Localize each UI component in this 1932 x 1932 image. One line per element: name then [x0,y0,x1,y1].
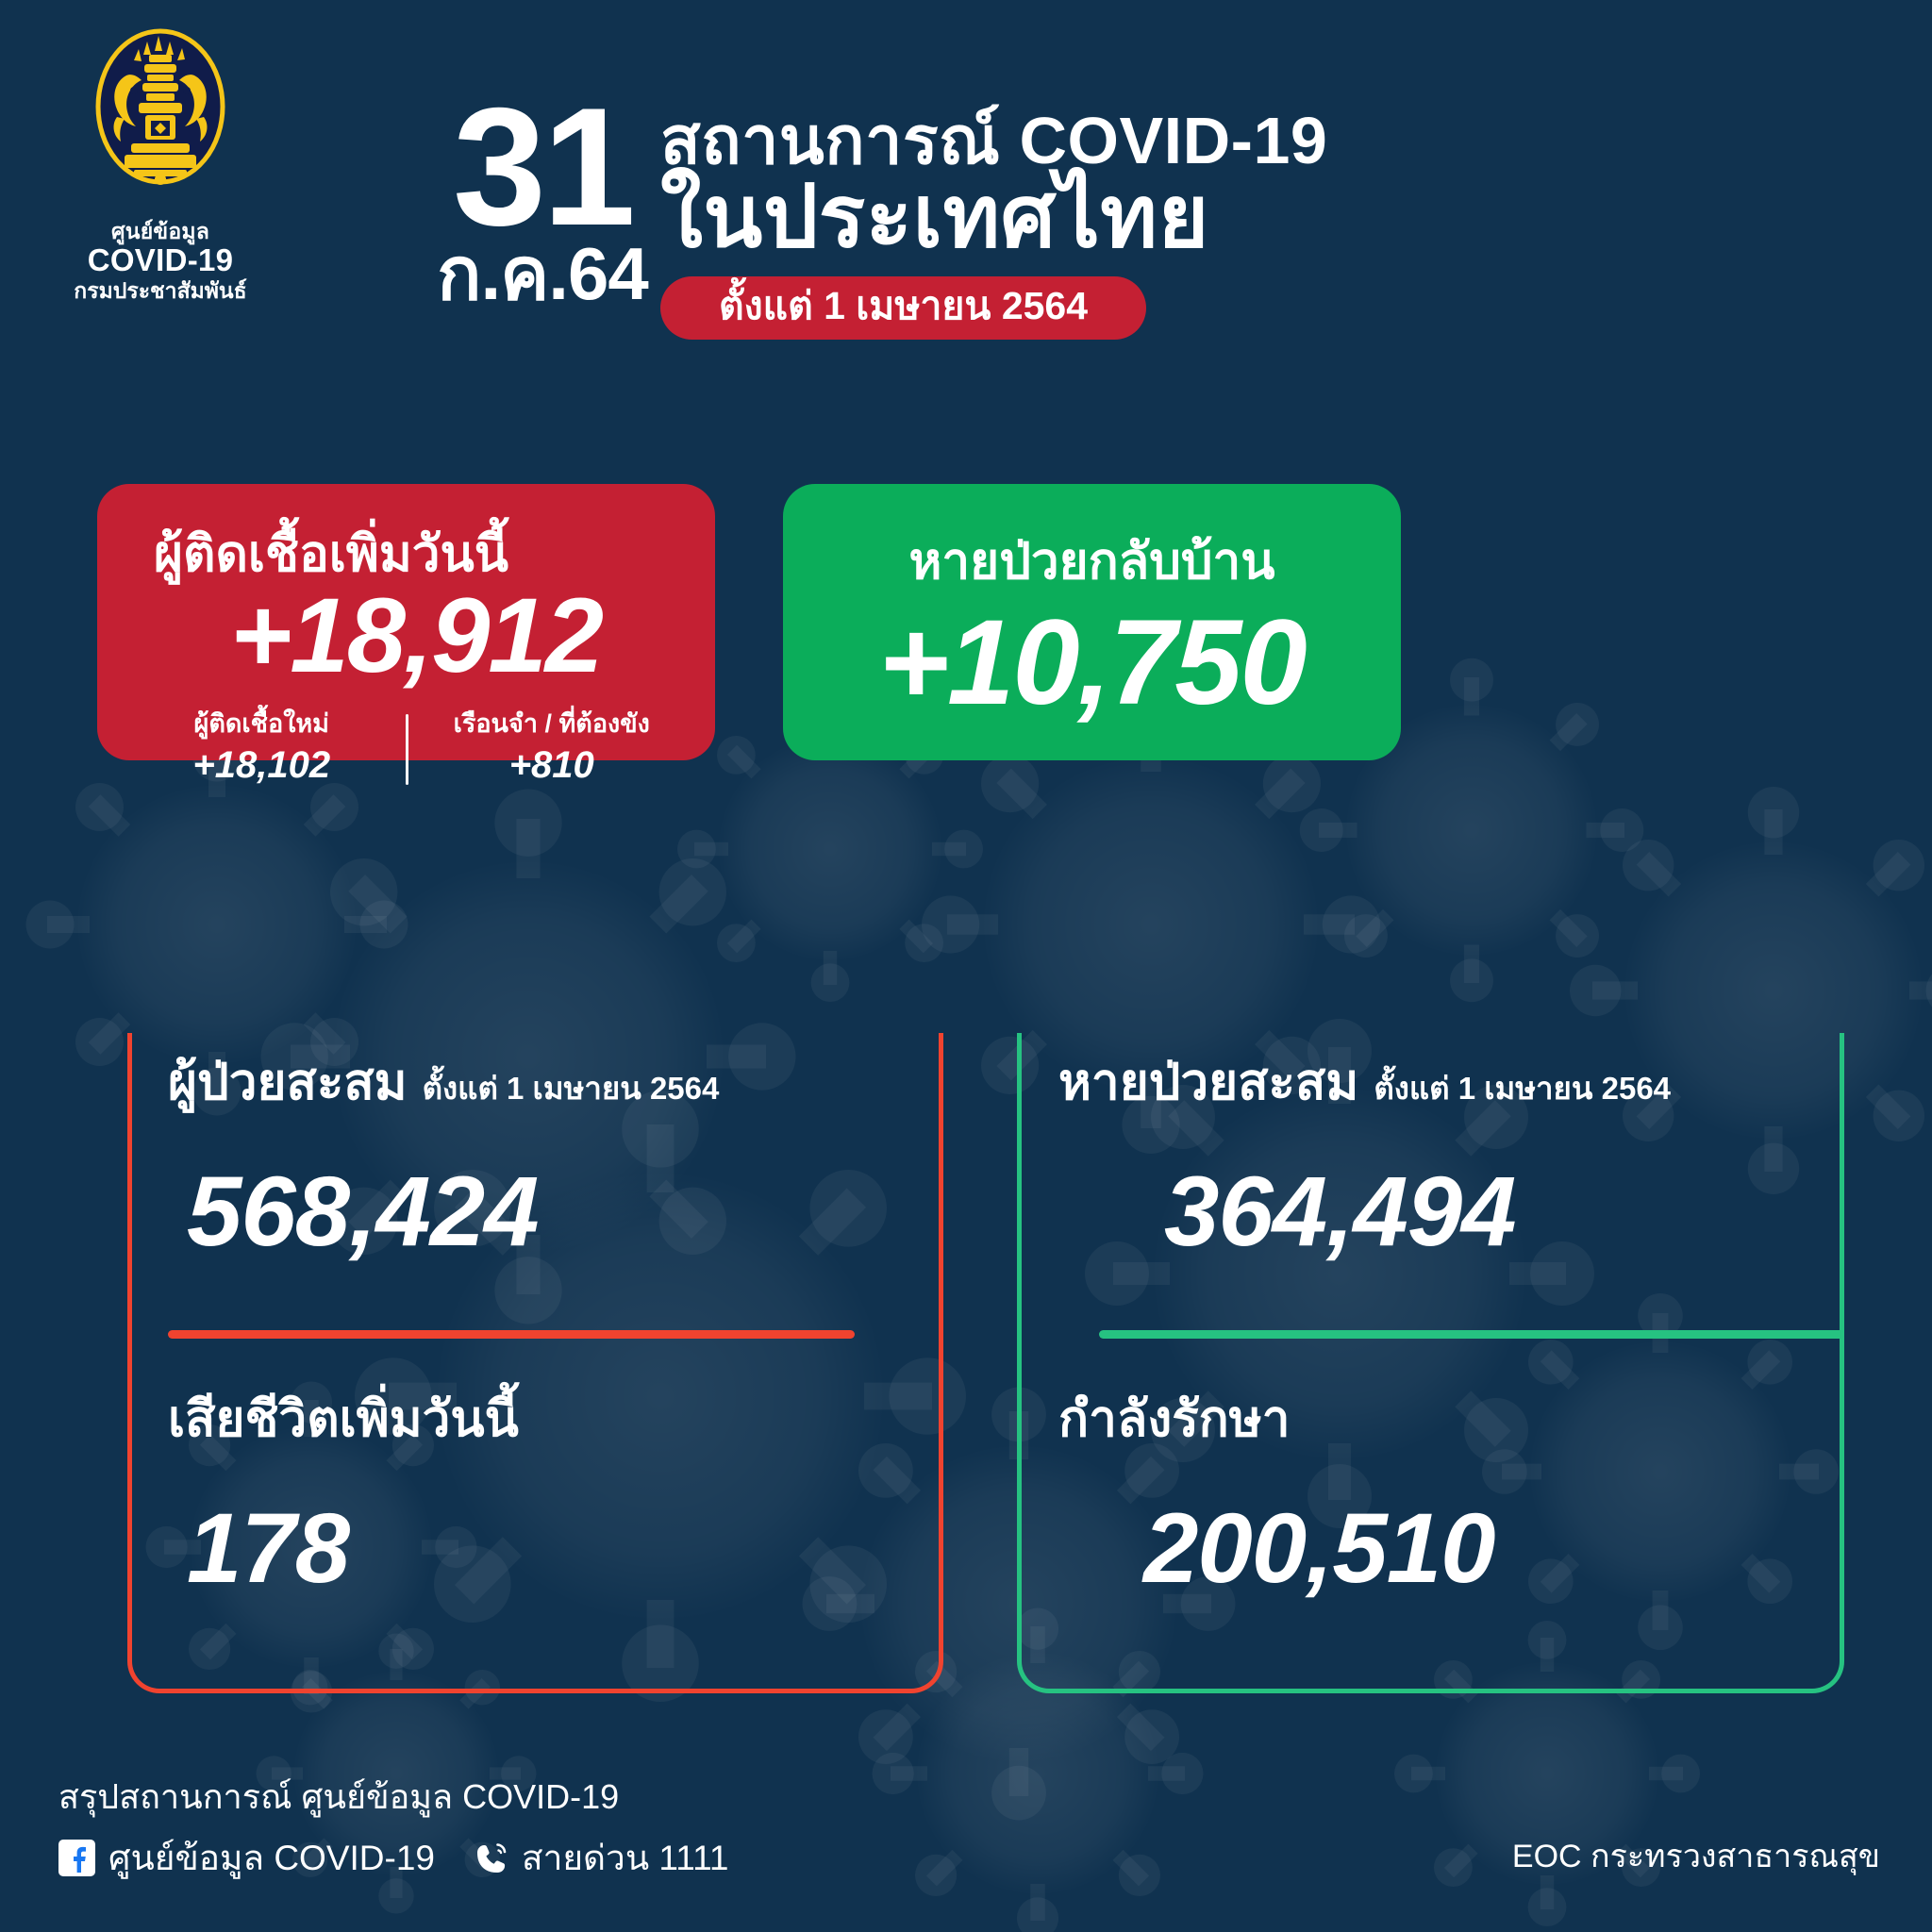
breakdown-new-cases-label: ผู้ติดเชื้อใหม่ [193,709,329,738]
header: ศูนย์ข้อมูล COVID-19 กรมประชาสัมพันธ์ 31… [0,0,1932,443]
card-new-infections-label: ผู้ติดเชื้อเพิ่มวันนี้ [154,526,509,582]
stat-deaths-today-head: เสียชีวิตเพิ่มวันนี้ [168,1379,519,1458]
card-new-infections: ผู้ติดเชื้อเพิ่มวันนี้ +18,912 ผู้ติดเชื… [97,484,715,786]
facebook-page-label[interactable]: ศูนย์ข้อมูล COVID-19 [108,1839,435,1877]
stat-cumulative-recovered-sublabel: ตั้งแต่ 1 เมษายน 2564 [1374,1071,1672,1106]
breakdown-prison-label: เรือนจำ / ที่ต้องขัง [453,709,650,738]
stat-currently-treating-value: 200,510 [1143,1493,1496,1604]
hotline-label: สายด่วน 1111 [521,1839,729,1877]
card-recovered-today: หายป่วยกลับบ้าน +10,750 [783,484,1401,760]
stat-cumulative-recovered-label: หายป่วยสะสม [1058,1055,1359,1110]
stat-cumulative-recovered-head: หายป่วยสะสม ตั้งแต่ 1 เมษายน 2564 [1058,1042,1671,1122]
breakdown-prison-cases: เรือนจำ / ที่ต้องขัง +810 [408,709,696,787]
stat-cumulative-recovered: หายป่วยสะสม ตั้งแต่ 1 เมษายน 2564 364,49… [1058,1042,1671,1267]
panel-recovered-outline [1017,1033,1844,1693]
thai-garuda-emblem-icon [95,28,225,185]
divider-left [168,1330,855,1339]
stat-cumulative-cases: ผู้ป่วยสะสม ตั้งแต่ 1 เมษายน 2564 568,42… [168,1042,719,1267]
stat-cumulative-recovered-value: 364,494 [1164,1157,1517,1267]
stat-currently-treating-label: กำลังรักษา [1058,1391,1291,1447]
card-new-infections-breakdown: ผู้ติดเชื้อใหม่ +18,102 เรือนจำ / ที่ต้อ… [118,709,696,787]
breakdown-new-cases: ผู้ติดเชื้อใหม่ +18,102 [118,709,406,787]
divider-right [1099,1330,1844,1339]
card-recovered-today-value: +10,750 [878,595,1307,730]
stat-cumulative-cases-sublabel: ตั้งแต่ 1 เมษายน 2564 [422,1071,720,1106]
breakdown-prison-value: +810 [508,743,594,786]
logo-line-1: ศูนย์ข้อมูล [111,219,209,243]
title-block: สถานการณ์ COVID-19 ในประเทศไทย ตั้งแต่ 1… [660,106,1327,340]
date-day: 31 [453,73,636,260]
logo-line-2: COVID-19 [87,242,234,278]
stat-deaths-today-value: 178 [187,1493,350,1604]
footer: สรุปสถานการณ์ ศูนย์ข้อมูล COVID-19 ศูนย์… [0,1753,1932,1932]
agency-logo-block: ศูนย์ข้อมูล COVID-19 กรมประชาสัมพันธ์ [52,26,269,303]
facebook-icon[interactable] [58,1840,95,1876]
date-range-badge: ตั้งแต่ 1 เมษายน 2564 [660,275,1147,340]
stat-cumulative-cases-head: ผู้ป่วยสะสม ตั้งแต่ 1 เมษายน 2564 [168,1042,719,1122]
phone-icon[interactable] [473,1840,510,1877]
stat-cumulative-cases-label: ผู้ป่วยสะสม [168,1055,408,1110]
card-recovered-today-label: หายป่วยกลับบ้าน [908,534,1275,590]
page-title-line-2: ในประเทศไทย [660,169,1209,266]
logo-line-3: กรมประชาสัมพันธ์ [74,277,247,303]
panel-cases-outline [127,1033,943,1693]
breakdown-new-cases-value: +18,102 [192,743,331,786]
footer-source-label: EOC กระทรวงสาธารณสุข [1511,1839,1880,1874]
page-title-line-1: สถานการณ์ COVID-19 [660,104,1328,177]
stat-cumulative-cases-value: 568,424 [187,1157,540,1267]
card-new-infections-value: +18,912 [230,576,604,694]
stat-currently-treating: กำลังรักษา 200,510 [1058,1379,1496,1604]
stat-currently-treating-head: กำลังรักษา [1058,1379,1495,1458]
footer-summary-text: สรุปสถานการณ์ ศูนย์ข้อมูล COVID-19 [58,1777,620,1816]
date-month-year: ก.ค.64 [437,231,649,315]
breakdown-divider [405,714,408,785]
footer-contact-row: ศูนย์ข้อมูล COVID-19 สายด่วน 1111 [58,1830,728,1886]
stat-deaths-today: เสียชีวิตเพิ่มวันนี้ 178 [168,1379,519,1604]
date-block: 31 ก.ค.64 [429,73,656,315]
stat-deaths-today-label: เสียชีวิตเพิ่มวันนี้ [168,1391,519,1447]
